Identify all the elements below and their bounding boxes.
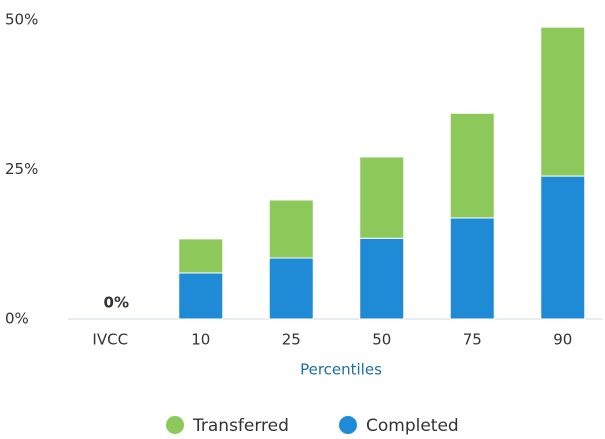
x-axis-label: Percentiles [300,361,382,379]
legend-label: Completed [366,416,459,436]
bar-segment [540,26,586,177]
legend-marker [166,416,184,434]
bar-segment [449,217,495,320]
legend-label: Transferred [192,416,289,436]
y-tick-label: 0% [5,310,29,328]
bar-segment [359,156,405,239]
bar-segment [449,112,495,219]
y-tick-label: 25% [5,160,38,178]
x-tick-label: 25 [282,331,301,349]
bar-segment [540,175,586,320]
legend-marker [339,416,357,434]
bar-segment [268,199,314,259]
data-label: 0% [104,294,129,312]
bar-segment [178,272,224,320]
x-tick-label: 10 [191,331,210,349]
bar-segment [178,238,224,274]
x-tick-label: IVCC [92,331,128,349]
y-tick-label: 50% [5,11,38,29]
bar-segment [359,237,405,320]
bar-segment [268,257,314,320]
x-tick-label: 50 [372,331,391,349]
x-tick-label: 90 [553,331,572,349]
x-tick-label: 75 [463,331,482,349]
